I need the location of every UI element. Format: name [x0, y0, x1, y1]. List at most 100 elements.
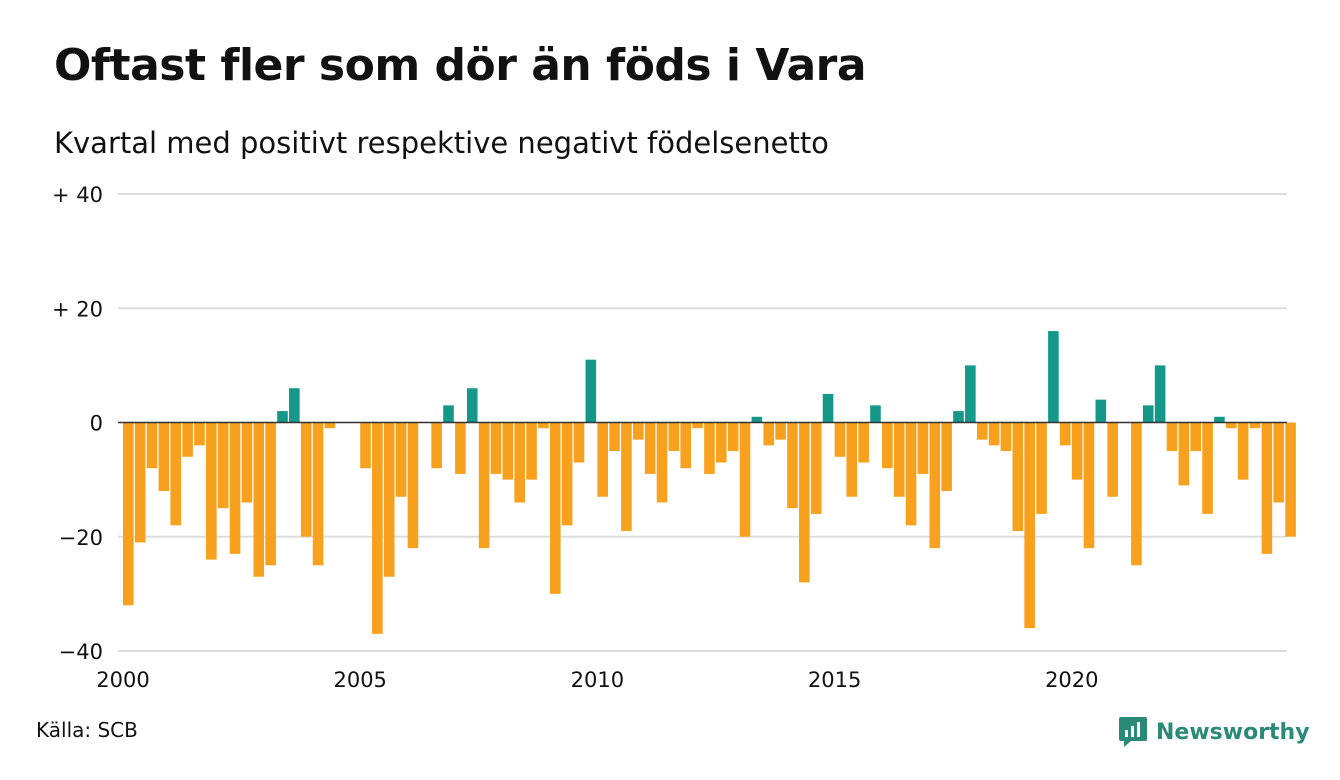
bar: [609, 422, 620, 452]
bar: [870, 405, 881, 423]
bar: [1202, 422, 1213, 514]
x-axis-ticks: 2000 2005 2010 2015 2020: [96, 668, 1098, 692]
bars: [123, 331, 1296, 634]
bar: [1225, 422, 1237, 429]
x-tick-label: 2020: [1045, 668, 1098, 692]
bar: [407, 422, 419, 549]
bar: [372, 422, 383, 634]
bar: [1048, 331, 1059, 423]
bar: [787, 422, 798, 509]
bar: [858, 422, 869, 463]
bar: [1273, 422, 1285, 503]
bar: [229, 422, 241, 554]
bar: [526, 422, 537, 480]
bar: [538, 422, 549, 429]
bar: [1178, 422, 1190, 486]
bar: [585, 359, 597, 423]
bar: [466, 388, 478, 423]
bar: [1261, 422, 1273, 554]
bar: [300, 422, 312, 537]
bar: [644, 422, 656, 474]
bar: [1285, 422, 1296, 537]
bar: [834, 422, 846, 457]
bar: [1083, 422, 1095, 549]
bar: [882, 422, 893, 469]
bar: [751, 416, 763, 423]
bar: [1012, 422, 1024, 532]
bar: [549, 422, 561, 594]
bar: [1071, 422, 1083, 480]
bar: [988, 422, 1000, 446]
y-tick-label: + 20: [52, 297, 103, 321]
chart-title: Oftast fler som dör än föds i Vara: [54, 40, 867, 91]
bar: [846, 422, 858, 497]
bar: [158, 422, 170, 492]
x-tick-label: 2000: [96, 668, 149, 692]
bar: [561, 422, 573, 526]
bar: [739, 422, 751, 537]
bar: [289, 388, 300, 423]
bar: [1142, 405, 1154, 423]
bar: [1024, 422, 1035, 629]
bar: [680, 422, 692, 469]
brand-name: Newsworthy: [1156, 719, 1310, 745]
bar: [1095, 399, 1107, 423]
bar: [431, 422, 442, 469]
bar: [360, 422, 371, 469]
bar: [727, 422, 739, 452]
bar: [953, 411, 964, 423]
bar: [241, 422, 253, 503]
bar: [277, 411, 288, 423]
bar: [253, 422, 265, 577]
bar: [478, 422, 490, 549]
bar: [170, 422, 182, 526]
bar: [146, 422, 158, 469]
bar: [123, 422, 134, 606]
x-tick-label: 2010: [571, 668, 624, 692]
bar: [976, 422, 988, 440]
bar: [917, 422, 929, 474]
bar: [1131, 422, 1142, 566]
bar: [810, 422, 822, 514]
bar: [668, 422, 680, 452]
bar: [621, 422, 632, 532]
source-note: Källa: SCB: [36, 718, 138, 742]
bar: [905, 422, 917, 526]
bar: [1249, 422, 1261, 429]
y-tick-label: + 40: [52, 183, 103, 207]
bar: [1190, 422, 1201, 452]
bar: [656, 422, 668, 503]
x-tick-label: 2005: [333, 668, 386, 692]
bar: [217, 422, 229, 509]
y-tick-label: −20: [59, 526, 103, 550]
bar: [1000, 422, 1012, 452]
bar: [799, 422, 810, 583]
bar: [692, 422, 703, 429]
bar: [443, 405, 454, 423]
bar: [324, 422, 336, 429]
bar: [455, 422, 466, 474]
bar: [965, 365, 976, 423]
bar: [206, 422, 217, 560]
bar: [502, 422, 514, 480]
bar: [775, 422, 786, 440]
bar: [383, 422, 395, 577]
bar: [490, 422, 502, 474]
bar: [941, 422, 952, 492]
bar: [1166, 422, 1178, 452]
bar: [194, 422, 205, 446]
bar: [312, 422, 324, 566]
bar: [182, 422, 193, 457]
bar: [763, 422, 775, 446]
bar: [1107, 422, 1118, 497]
bar: [597, 422, 608, 497]
bar: [822, 393, 834, 423]
y-tick-label: −40: [59, 640, 103, 664]
bar: [265, 422, 276, 566]
bar: [929, 422, 941, 549]
bar: [1036, 422, 1047, 514]
bar: [632, 422, 644, 440]
y-tick-label: 0: [90, 412, 103, 436]
x-tick-label: 2015: [808, 668, 861, 692]
